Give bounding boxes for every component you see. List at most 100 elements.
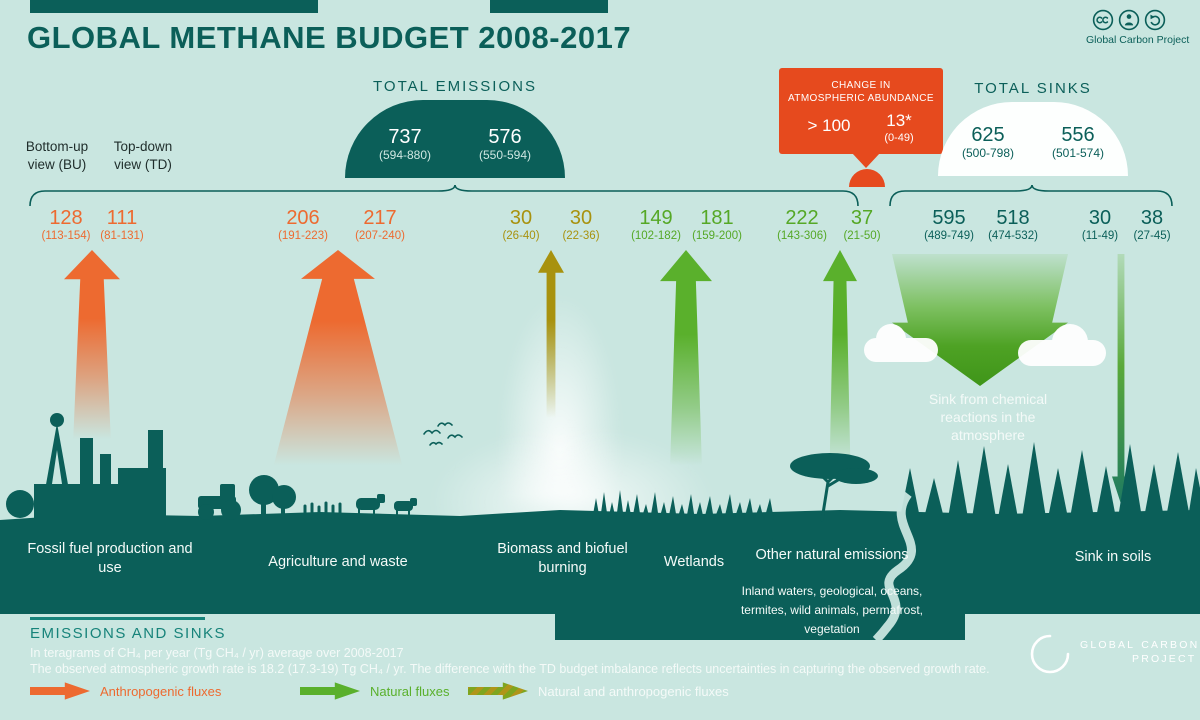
flux-values-soil-sink: 30 (11-49) 38 (27-45) bbox=[1074, 207, 1178, 244]
total-sinks-label: TOTAL SINKS bbox=[974, 80, 1092, 97]
td-range: (81-131) bbox=[100, 230, 144, 242]
agriculture-label: Agriculture and waste bbox=[268, 554, 408, 570]
top-down-view-label: Top-down view (TD) bbox=[113, 139, 173, 173]
anthropogenic-arrow-icon bbox=[30, 682, 90, 700]
chemical-sink-arrow bbox=[892, 254, 1068, 386]
total-sinks-bu: 625 (500-798) bbox=[946, 124, 1030, 160]
bu-cell: 30 (11-49) bbox=[1074, 207, 1126, 244]
flux-values-wetlands: 149 (102-182) 181 (159-200) bbox=[628, 207, 745, 244]
gcp-logo-words: GLOBAL CARBON PROJECT bbox=[1080, 638, 1200, 666]
gcp-logo: GLOBAL CARBON PROJECT bbox=[1028, 630, 1197, 685]
td-value: 518 bbox=[996, 207, 1030, 229]
legend-label: Natural fluxes bbox=[370, 683, 450, 699]
biomass-label: Biomass and biofuel burning bbox=[497, 541, 628, 576]
bu-cell: 222 (143-306) bbox=[774, 207, 830, 244]
cc-license-icon bbox=[1092, 9, 1114, 31]
td-value: 217 bbox=[363, 207, 397, 229]
bu-cell: 595 (489-749) bbox=[921, 207, 977, 244]
landscape-silhouette bbox=[0, 413, 1200, 640]
bu-value: 206 bbox=[286, 207, 320, 229]
page-title: GLOBAL METHANE BUDGET 2008-2017 bbox=[27, 20, 632, 55]
bu-range: (11-49) bbox=[1081, 230, 1119, 242]
share-alike-icon bbox=[1144, 9, 1166, 31]
bu-value: 30 bbox=[1088, 207, 1112, 229]
td-range: (159-200) bbox=[692, 230, 742, 242]
total-emissions-td-range: (550-594) bbox=[478, 148, 532, 162]
td-value: 30 bbox=[569, 207, 593, 229]
legend-label: Natural and anthropogenic fluxes bbox=[538, 683, 729, 699]
bu-range: (102-182) bbox=[631, 230, 681, 242]
change-bu-value: > 100 bbox=[807, 116, 851, 135]
natural-anthropogenic-arrow-icon bbox=[468, 682, 528, 700]
gcp-word-project: PROJECT bbox=[1132, 653, 1197, 665]
growth-rate-note: The observed atmospheric growth rate is … bbox=[30, 662, 990, 676]
bu-cell: 30 (26-40) bbox=[493, 207, 549, 244]
soil-sink-label: Sink in soils bbox=[1074, 549, 1152, 565]
change-td-range: (0-49) bbox=[884, 132, 914, 144]
td-cell: 38 (27-45) bbox=[1126, 207, 1178, 244]
attribution-icon bbox=[1118, 9, 1140, 31]
td-value: 181 bbox=[700, 207, 734, 229]
total-sinks-td-value: 556 bbox=[1061, 124, 1095, 146]
total-emissions-bu-value: 737 bbox=[388, 126, 422, 148]
change-td: 13* (0-49) bbox=[867, 111, 931, 144]
gcp-word-carbon: CARBON bbox=[1141, 639, 1200, 651]
bu-range: (113-154) bbox=[41, 230, 91, 242]
total-sinks-bu-range: (500-798) bbox=[961, 146, 1015, 160]
gcp-logo-line1: GLOBAL CARBON bbox=[1080, 638, 1200, 652]
fossil-fuel-label: Fossil fuel production and use bbox=[27, 541, 193, 576]
footer-section-title: EMISSIONS AND SINKS bbox=[30, 625, 227, 642]
td-range: (474-532) bbox=[988, 230, 1038, 242]
header-accent-bar-left bbox=[30, 0, 318, 13]
cloud-icon bbox=[864, 324, 938, 362]
header-accent-bar-center bbox=[490, 0, 608, 13]
legend-natural: Natural fluxes bbox=[300, 682, 449, 700]
bu-range: (191-223) bbox=[278, 230, 328, 242]
other-natural-label: Other natural emissions bbox=[755, 547, 909, 563]
change-dome bbox=[849, 169, 885, 187]
flux-values-fossil-fuel: 128 (113-154) 111 (81-131) bbox=[38, 207, 150, 244]
credit-text: Global Carbon Project bbox=[1086, 34, 1190, 46]
wetlands-label: Wetlands bbox=[663, 554, 725, 570]
td-range: (27-45) bbox=[1133, 230, 1171, 242]
bu-value: 30 bbox=[509, 207, 533, 229]
bu-range: (26-40) bbox=[502, 230, 540, 242]
license-icons bbox=[1092, 9, 1166, 31]
units-note: In teragrams of CH₄ per year (Tg CH₄ / y… bbox=[30, 646, 404, 660]
td-cell: 518 (474-532) bbox=[985, 207, 1041, 244]
change-box: CHANGE IN ATMOSPHERIC ABUNDANCE > 100 13… bbox=[779, 68, 943, 154]
td-range: (22-36) bbox=[562, 230, 600, 242]
legend-natural-anthropogenic: Natural and anthropogenic fluxes bbox=[468, 682, 729, 700]
total-sinks-dome: 625 (500-798) 556 (501-574) bbox=[938, 102, 1128, 176]
td-range: (207-240) bbox=[355, 230, 405, 242]
gcp-logo-swoosh-icon bbox=[1030, 634, 1070, 674]
bu-range: (489-749) bbox=[924, 230, 974, 242]
td-cell: 181 (159-200) bbox=[689, 207, 745, 244]
gcp-logo-line2: PROJECT bbox=[1080, 652, 1200, 666]
td-cell: 111 (81-131) bbox=[94, 207, 150, 244]
flux-values-other-natural: 222 (143-306) 37 (21-50) bbox=[774, 207, 890, 244]
td-cell: 217 (207-240) bbox=[352, 207, 408, 244]
gcp-word-global: GLOBAL bbox=[1080, 639, 1136, 651]
bu-cell: 128 (113-154) bbox=[38, 207, 94, 244]
td-value: 111 bbox=[106, 207, 138, 229]
legend-anthropogenic: Anthropogenic fluxes bbox=[30, 682, 221, 700]
bu-range: (143-306) bbox=[777, 230, 827, 242]
total-emissions-td-value: 576 bbox=[488, 126, 522, 148]
bu-value: 128 bbox=[49, 207, 83, 229]
footer-rule bbox=[30, 617, 205, 620]
bu-value: 595 bbox=[932, 207, 966, 229]
td-value: 38 bbox=[1140, 207, 1164, 229]
natural-arrow-icon bbox=[300, 682, 360, 700]
total-emissions-bu: 737 (594-880) bbox=[358, 126, 452, 162]
total-emissions-dome: 737 (594-880) 576 (550-594) bbox=[345, 100, 565, 178]
change-box-title-line1: CHANGE IN bbox=[831, 80, 891, 91]
legend-label: Anthropogenic fluxes bbox=[100, 683, 222, 699]
bracket-lines bbox=[29, 184, 1173, 207]
td-cell: 30 (22-36) bbox=[553, 207, 609, 244]
td-value: 37 bbox=[850, 207, 874, 229]
change-td-value: 13* bbox=[886, 111, 912, 130]
flux-values-agriculture: 206 (191-223) 217 (207-240) bbox=[275, 207, 408, 244]
bu-cell: 206 (191-223) bbox=[275, 207, 331, 244]
